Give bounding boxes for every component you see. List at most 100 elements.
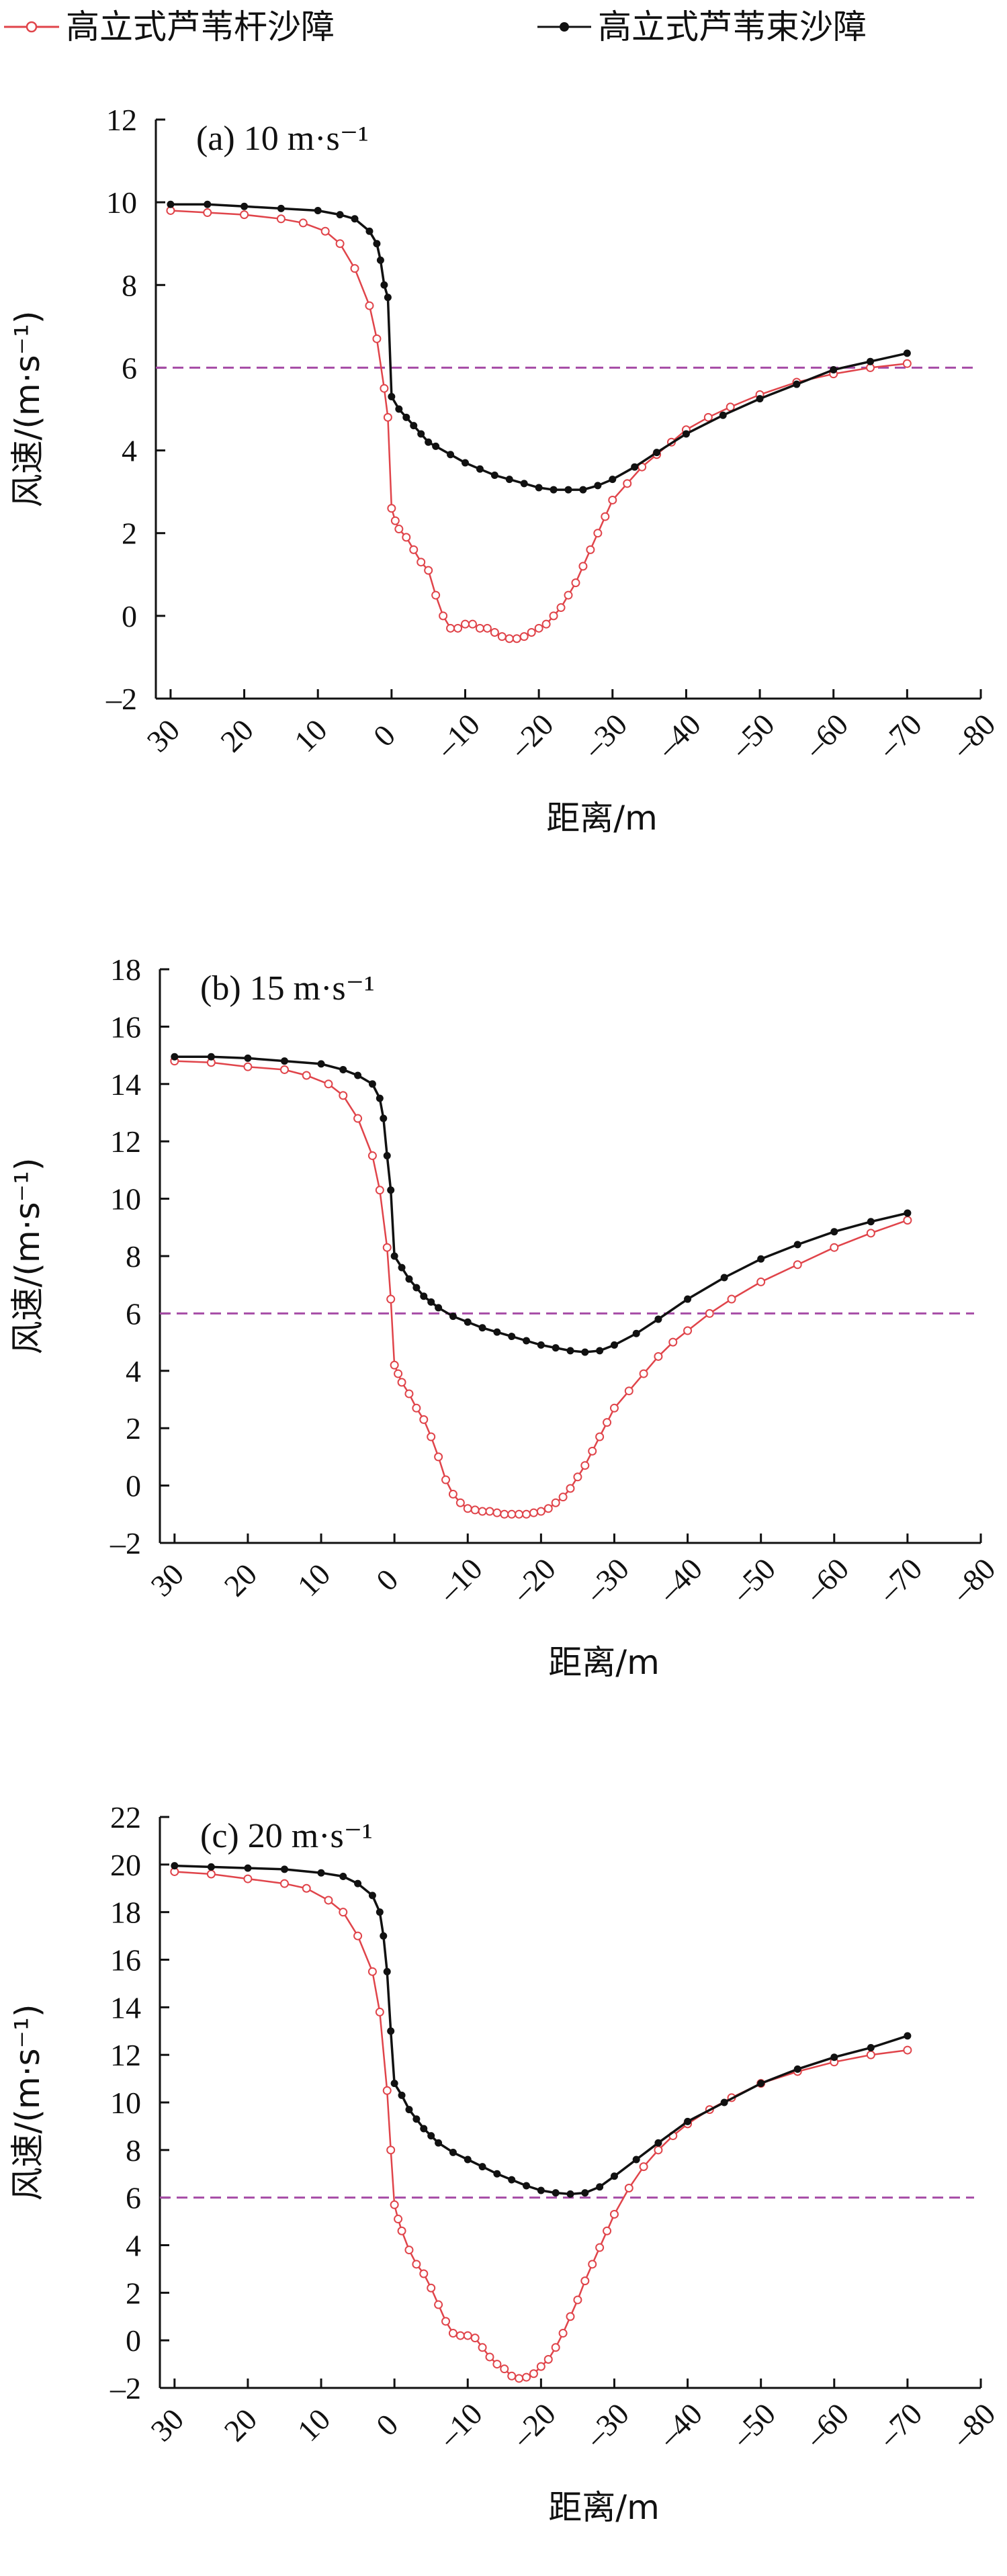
data-point-reed-stalk-c [382,2086,392,2095]
data-point-reed-stalk-c [903,2045,912,2055]
data-point-reed-bundle-c [654,2139,662,2147]
y-tick-label-a: 2 [122,517,137,551]
data-point-reed-bundle-b [552,1344,560,1352]
data-point-reed-bundle-a [490,472,498,480]
data-point-reed-bundle-b [387,1186,395,1194]
y-tick-label-a: 8 [122,268,137,302]
x-tick-label-a: –40 [650,707,707,765]
data-point-reed-bundle-b [420,1292,428,1300]
data-point-reed-stalk-c [367,1967,377,1976]
data-point-reed-stalk-b [367,1151,377,1161]
data-point-reed-stalk-c [448,2329,457,2338]
data-point-reed-stalk-a [534,623,543,633]
y-tick-label-b: 10 [110,1182,141,1216]
data-point-reed-stalk-b [558,1493,568,1502]
data-point-reed-stalk-a [564,590,573,600]
data-point-reed-bundle-c [523,2182,531,2190]
data-point-reed-bundle-c [354,1879,362,1887]
y-tick-label-b: 14 [110,1067,141,1102]
data-point-reed-stalk-b [536,1507,545,1516]
y-axis-title-a: 风速/(m·s⁻¹) [8,311,47,508]
data-point-reed-stalk-c [390,2200,399,2209]
x-tick-label-c: 0 [369,2407,404,2442]
data-point-reed-bundle-b [317,1060,325,1068]
data-point-reed-stalk-b [551,1498,560,1507]
data-point-reed-stalk-c [386,2145,396,2155]
data-point-reed-bundle-c [449,2148,457,2156]
data-point-reed-bundle-b [412,1284,421,1292]
y-tick-label-a: 10 [106,185,137,220]
data-point-reed-stalk-a [240,210,249,220]
data-point-reed-stalk-c [302,1883,311,1893]
data-point-reed-stalk-b [478,1507,487,1516]
data-point-reed-bundle-a [719,411,727,419]
data-point-reed-stalk-b [529,1508,538,1517]
data-point-reed-stalk-a [593,529,603,538]
data-point-reed-stalk-b [394,1369,403,1378]
data-point-reed-stalk-c [866,2050,875,2059]
data-point-reed-bundle-a [793,380,801,388]
y-tick-label-c: 22 [110,1800,141,1834]
y-tick-label-c: 14 [110,1990,141,2025]
data-point-reed-bundle-b [596,1347,604,1355]
data-point-reed-stalk-b [441,1475,451,1484]
data-point-reed-bundle-b [435,1304,443,1312]
data-point-reed-bundle-c [493,2170,501,2178]
data-point-reed-stalk-b [485,1507,494,1516]
data-point-reed-stalk-c [441,2317,451,2326]
data-point-reed-bundle-a [314,206,322,214]
series-line-reed-stalk-b [174,1060,908,1515]
x-tick-label-c: –60 [798,2397,856,2454]
data-point-reed-bundle-c [720,2098,728,2106]
data-point-reed-bundle-a [653,449,661,457]
data-point-reed-stalk-c [463,2331,472,2340]
y-axis-title-c: 风速/(m·s⁻¹) [8,2004,47,2201]
x-tick-label-b: –80 [945,1552,1002,1609]
data-point-reed-stalk-b [830,1243,839,1252]
data-point-reed-stalk-b [624,1386,633,1396]
data-point-reed-stalk-b [353,1114,363,1123]
data-point-reed-bundle-c [464,2156,472,2164]
data-point-reed-bundle-a [417,430,425,438]
data-point-reed-stalk-c [478,2343,487,2352]
data-point-reed-stalk-b [595,1432,605,1441]
panel-title-c: (c) 20 m·s⁻¹ [200,1817,373,1855]
data-point-reed-bundle-a [277,204,285,212]
data-point-reed-bundle-c [867,2044,875,2052]
data-point-reed-bundle-a [447,451,455,459]
data-point-reed-bundle-b [632,1329,640,1337]
x-tick-label-b: –70 [871,1552,929,1609]
y-tick-label-b: 6 [126,1296,141,1331]
data-point-reed-stalk-a [365,301,374,310]
data-point-reed-stalk-c [492,2360,502,2369]
data-point-reed-bundle-c [566,2190,574,2198]
data-point-reed-stalk-a [203,208,212,218]
data-point-reed-bundle-a [425,438,433,446]
legend-marker-reed-stalk [26,21,38,33]
data-point-reed-bundle-a [564,486,572,494]
data-point-reed-bundle-b [383,1152,391,1160]
y-tick-label-c: 4 [126,2229,141,2263]
data-point-reed-stalk-a [519,632,529,641]
x-tick-label-b: 20 [218,1557,264,1603]
data-point-reed-stalk-b [609,1403,619,1413]
data-point-reed-stalk-b [412,1403,421,1413]
data-point-reed-stalk-a [703,412,713,422]
data-point-reed-stalk-c [566,2312,575,2321]
data-point-reed-bundle-c [757,2080,765,2088]
data-point-reed-stalk-c [580,2276,590,2286]
data-point-reed-stalk-a [556,603,566,613]
x-tick-label-b: 10 [291,1557,337,1603]
data-point-reed-bundle-b [566,1347,574,1355]
x-tick-label-c: –10 [431,2397,489,2454]
data-point-reed-bundle-c [398,2091,406,2099]
data-point-reed-stalk-c [434,2300,443,2309]
data-point-reed-bundle-a [380,281,388,289]
data-point-reed-stalk-a [431,590,441,600]
data-point-reed-stalk-b [515,1509,524,1519]
data-point-reed-stalk-c [624,2184,633,2192]
data-point-reed-bundle-c [207,1863,215,1871]
data-point-reed-bundle-c [793,2065,801,2073]
